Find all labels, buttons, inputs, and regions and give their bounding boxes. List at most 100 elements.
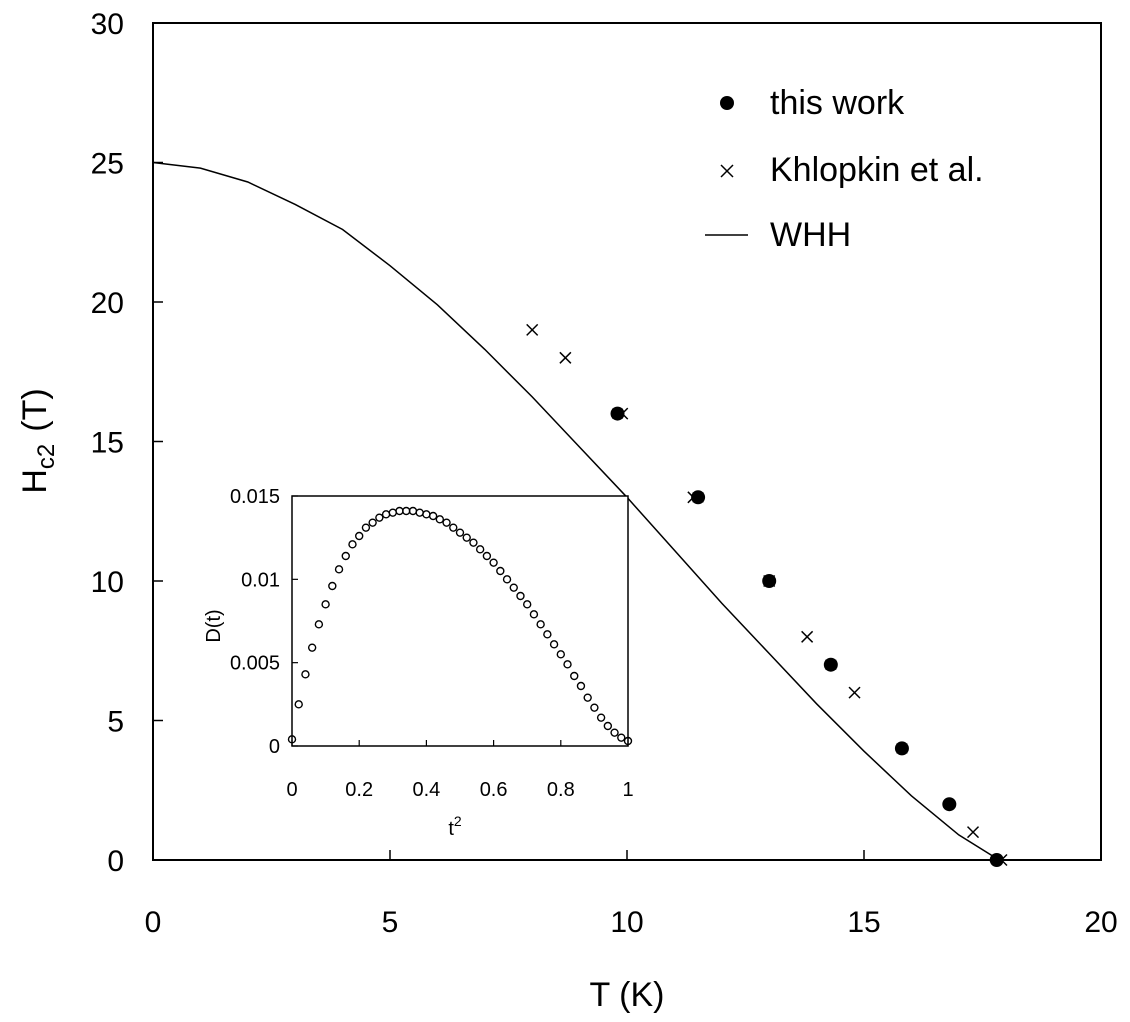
inset-series <box>287 506 633 746</box>
inset-point <box>435 515 445 524</box>
khlopkin-point <box>966 826 980 839</box>
inset-point <box>496 566 505 576</box>
inset-point <box>509 583 518 592</box>
inset-point <box>516 591 525 601</box>
inset-point <box>361 523 371 532</box>
legend-label-whh: WHH <box>770 216 851 254</box>
khlopkin-point <box>801 630 814 643</box>
this-work-point <box>610 406 625 421</box>
inset-point <box>549 640 559 649</box>
inset-x-title-sup: 2 <box>454 813 462 829</box>
cross-stroke <box>848 686 861 699</box>
y-tick-label: 0 <box>107 845 124 878</box>
y-tick-label: 15 <box>91 427 124 460</box>
y-tick-label: 30 <box>91 8 124 41</box>
inset-x-tick-label: 0 <box>286 779 297 801</box>
khlopkin-point <box>526 323 539 336</box>
main-x-axis-title: T (K) <box>590 976 665 1014</box>
inset-y-tick-label: 0 <box>269 736 280 758</box>
inset-point <box>623 736 633 746</box>
inset-point <box>287 735 297 744</box>
inset-point <box>523 600 532 609</box>
inset-x-tick-label: 1 <box>622 779 633 801</box>
inset-x-tick-label: 0.4 <box>412 779 440 801</box>
inset-x-title-base: t <box>448 818 454 840</box>
x-tick-label: 15 <box>847 906 880 939</box>
inset-point <box>482 551 492 561</box>
inset-y-tick-label: 0.01 <box>241 569 280 591</box>
inset-x-tick-label: 0.2 <box>345 779 373 801</box>
x-tick-label: 10 <box>610 906 643 939</box>
inset-point <box>348 540 357 549</box>
inset-point <box>355 531 364 541</box>
inset-y-tick-label: 0.015 <box>230 486 280 508</box>
inset-point <box>449 523 458 532</box>
inset-x-tick-label: 0.8 <box>547 779 575 801</box>
inset-y-axis-title: D(t) <box>203 609 225 642</box>
x-tick-label: 20 <box>1084 906 1117 939</box>
khlopkin-point <box>848 686 861 699</box>
main-y-ticks: 0 5 10 15 20 25 30 <box>91 8 163 878</box>
inset-point <box>455 528 465 537</box>
inset-point <box>610 728 619 737</box>
inset-point <box>294 700 303 709</box>
inset-point <box>556 650 565 659</box>
inset-y-tick-label: 0.005 <box>230 653 280 675</box>
inset-point <box>543 630 552 639</box>
khlopkin-point <box>559 351 572 364</box>
y-title-main: H <box>16 469 54 494</box>
inset-point <box>475 545 485 554</box>
x-tick-label: 5 <box>382 906 399 939</box>
legend-label-this-work: this work <box>770 84 905 122</box>
inset-point <box>576 681 586 691</box>
inset-point <box>563 660 572 669</box>
cross-stroke <box>966 826 980 839</box>
inset-background <box>292 496 628 746</box>
inset-point <box>375 513 384 522</box>
this-work-point <box>989 853 1004 867</box>
y-title-unit: (T) <box>16 388 54 431</box>
y-tick-label: 20 <box>91 287 124 320</box>
cross-stroke <box>559 351 572 364</box>
inset-point <box>570 671 579 681</box>
this-work-point <box>691 490 706 505</box>
inset-point <box>617 733 626 742</box>
inset-point <box>341 551 350 561</box>
this-work-point <box>942 797 957 812</box>
inset-x-axis-title: t2 <box>448 813 462 840</box>
inset-point <box>314 620 324 629</box>
inset-y-ticks: 0 0.005 0.01 0.015 <box>230 486 298 758</box>
cross-stroke <box>801 630 814 643</box>
inset-point <box>469 538 478 547</box>
inset-point <box>529 610 539 619</box>
main-x-ticks: 0 5 10 15 20 <box>145 850 1118 939</box>
x-tick-label: 0 <box>145 906 162 939</box>
inset-point <box>301 670 310 679</box>
inset-point <box>334 565 344 574</box>
inset-point <box>462 533 471 542</box>
legend-marker-this-work <box>720 96 734 110</box>
inset-point <box>583 693 592 702</box>
y-tick-label: 5 <box>107 706 124 739</box>
this-work-point <box>762 574 777 588</box>
main-y-axis-title: Hc2 (T) <box>16 388 60 493</box>
inset-plot-frame <box>291 495 629 747</box>
this-work-series <box>610 406 1004 867</box>
whh-curve <box>152 161 1000 861</box>
inset-point <box>502 575 512 584</box>
this-work-point <box>894 741 909 756</box>
legend: this work Khlopkin et al. WHH <box>705 84 984 254</box>
inset-point <box>603 721 613 731</box>
inset-point <box>442 518 451 527</box>
inset-x-ticks: 0 0.2 0.4 0.6 0.8 1 <box>286 740 634 801</box>
legend-marker-khlopkin <box>720 164 734 178</box>
inset-point <box>328 581 337 591</box>
legend-label-khlopkin: Khlopkin et al. <box>770 151 984 189</box>
inset-point <box>489 558 498 567</box>
inset-point <box>536 620 545 629</box>
inset-point <box>596 713 606 722</box>
y-title-subscript: c2 <box>33 444 60 469</box>
y-tick-label: 25 <box>91 148 124 181</box>
y-tick-label: 10 <box>91 566 124 599</box>
